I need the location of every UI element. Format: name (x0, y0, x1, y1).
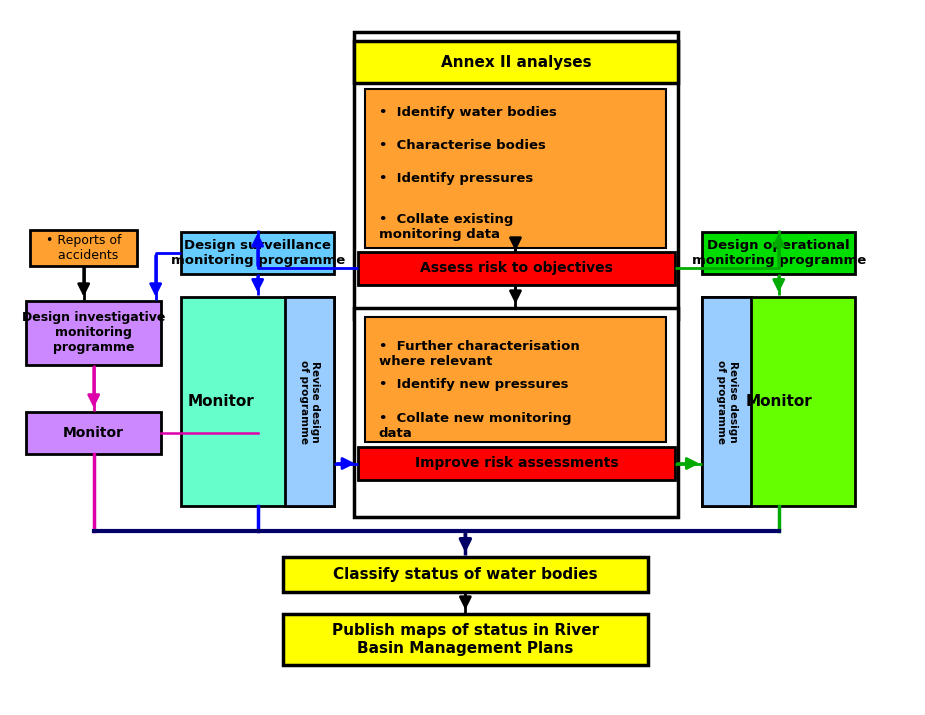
Text: Improve risk assessments: Improve risk assessments (414, 456, 618, 470)
FancyBboxPatch shape (365, 89, 666, 248)
Text: Design operational
monitoring programme: Design operational monitoring programme (692, 239, 866, 267)
FancyBboxPatch shape (285, 297, 334, 506)
FancyBboxPatch shape (358, 252, 675, 285)
Text: •  Collate new monitoring
data: • Collate new monitoring data (379, 412, 572, 440)
FancyBboxPatch shape (283, 557, 648, 592)
Text: Assess risk to objectives: Assess risk to objectives (420, 262, 613, 275)
Text: •  Further characterisation
where relevant: • Further characterisation where relevan… (379, 340, 580, 368)
FancyBboxPatch shape (30, 230, 138, 266)
Text: Design surveillance
monitoring programme: Design surveillance monitoring programme (170, 239, 345, 267)
FancyBboxPatch shape (354, 41, 678, 84)
FancyBboxPatch shape (26, 301, 161, 365)
Text: Annex II analyses: Annex II analyses (440, 54, 591, 69)
Text: Design investigative
monitoring
programme: Design investigative monitoring programm… (22, 311, 166, 354)
Text: • Reports of
  accidents: • Reports of accidents (46, 234, 121, 262)
Text: •  Collate existing
monitoring data: • Collate existing monitoring data (379, 213, 513, 241)
Text: •  Identify pressures: • Identify pressures (379, 172, 533, 184)
FancyBboxPatch shape (181, 297, 334, 506)
Text: •  Identify water bodies: • Identify water bodies (379, 107, 557, 119)
FancyBboxPatch shape (365, 317, 666, 443)
FancyBboxPatch shape (702, 297, 856, 506)
FancyBboxPatch shape (358, 448, 675, 480)
FancyBboxPatch shape (181, 232, 334, 274)
FancyBboxPatch shape (702, 232, 856, 274)
Text: Classify status of water bodies: Classify status of water bodies (333, 567, 598, 582)
Text: Monitor: Monitor (63, 426, 124, 440)
FancyBboxPatch shape (354, 308, 678, 516)
Text: Revise design
of programme: Revise design of programme (716, 360, 737, 444)
FancyBboxPatch shape (26, 412, 161, 454)
Text: Monitor: Monitor (188, 394, 254, 409)
FancyBboxPatch shape (702, 297, 751, 506)
Text: Revise design
of programme: Revise design of programme (299, 360, 320, 444)
Text: Monitor: Monitor (746, 394, 812, 409)
FancyBboxPatch shape (283, 614, 648, 665)
Text: Publish maps of status in River
Basin Management Plans: Publish maps of status in River Basin Ma… (332, 623, 598, 656)
Text: •  Identify new pressures: • Identify new pressures (379, 378, 568, 390)
FancyBboxPatch shape (354, 32, 678, 319)
Text: •  Characterise bodies: • Characterise bodies (379, 139, 546, 152)
